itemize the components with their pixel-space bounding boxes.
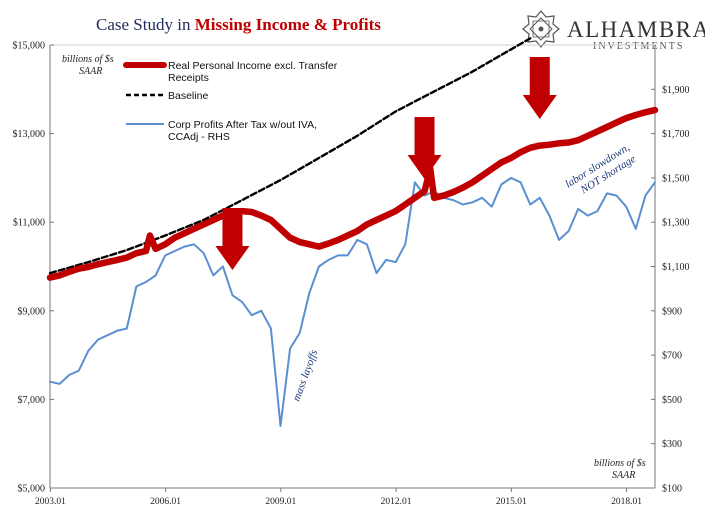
star-emblem-icon <box>522 10 560 48</box>
title-part-2: Missing Income & Profits <box>195 15 382 34</box>
legend-label-baseline: Baseline <box>168 90 208 102</box>
y-left-tick-label: $13,000 <box>13 129 46 140</box>
x-tick-label: 2003.01 <box>35 497 66 507</box>
down-arrow-icon <box>215 208 250 270</box>
profits-series-line <box>49 176 656 427</box>
annotation-labor-slowdown: labor slowdown, NOT shortage <box>563 141 638 196</box>
logo-name: ALHAMBRA <box>567 17 705 42</box>
down-arrow-icon <box>522 57 557 119</box>
legend-label-income-2: Receipts <box>168 72 209 84</box>
series-layer <box>46 37 659 427</box>
y-right-tick-label: $900 <box>662 306 682 317</box>
y-left-tick-label: $15,000 <box>13 41 46 52</box>
down-arrow-icon <box>407 117 442 179</box>
axis-layer: $5,000 $7,000 $9,000 $11,000 $13,000 $15,000 $… <box>13 41 690 508</box>
y-right-tick-label: $100 <box>662 484 682 495</box>
y-right-tick-label: $1,300 <box>662 218 690 229</box>
baseline-series-line <box>48 37 532 275</box>
legend: Real Personal Income excl. Transfer Rece… <box>123 60 338 143</box>
legend-label-income: Real Personal Income excl. Transfer <box>168 60 338 72</box>
y-right-tick-label: $500 <box>662 395 682 406</box>
x-tick-label: 2015.01 <box>496 497 527 507</box>
income-series-line <box>46 106 659 281</box>
right-units-line1: billions of $s <box>594 458 646 469</box>
right-units-line2: SAAR <box>612 470 635 481</box>
alhambra-logo: ALHAMBRA INVESTMENTS <box>522 10 705 52</box>
y-right-tick-label: $300 <box>662 439 682 450</box>
legend-label-profits-2: CCAdj - RHS <box>168 131 230 143</box>
left-units-line2: SAAR <box>79 66 102 77</box>
x-tick-label: 2006.01 <box>150 497 181 507</box>
y-left-tick-label: $11,000 <box>13 218 45 229</box>
y-right-tick-label: $1,100 <box>662 262 690 273</box>
plot-frame <box>49 44 656 489</box>
y-left-tick-label: $9,000 <box>18 306 46 317</box>
left-units-line1: billions of $s <box>62 54 114 65</box>
title-part-1: Case Study in <box>96 15 195 34</box>
y-right-tick-label: $1,900 <box>662 85 690 96</box>
y-left-tick-label: $5,000 <box>18 484 46 495</box>
legend-label-profits: Corp Profits After Tax w/out IVA, <box>168 119 317 131</box>
y-right-tick-label: $1,500 <box>662 173 690 184</box>
arrow-layer <box>215 57 557 270</box>
x-tick-label: 2009.01 <box>265 497 296 507</box>
logo-sub: INVESTMENTS <box>593 41 684 52</box>
chart-title: Case Study in Missing Income & Profits <box>96 15 381 34</box>
y-left-tick-label: $7,000 <box>18 395 46 406</box>
x-tick-label: 2018.01 <box>611 497 642 507</box>
x-tick-label: 2012.01 <box>381 497 412 507</box>
y-right-tick-label: $700 <box>662 351 682 362</box>
y-right-tick-label: $1,700 <box>662 129 690 140</box>
annotation-mass-layoffs: mass layoffs <box>291 348 321 403</box>
